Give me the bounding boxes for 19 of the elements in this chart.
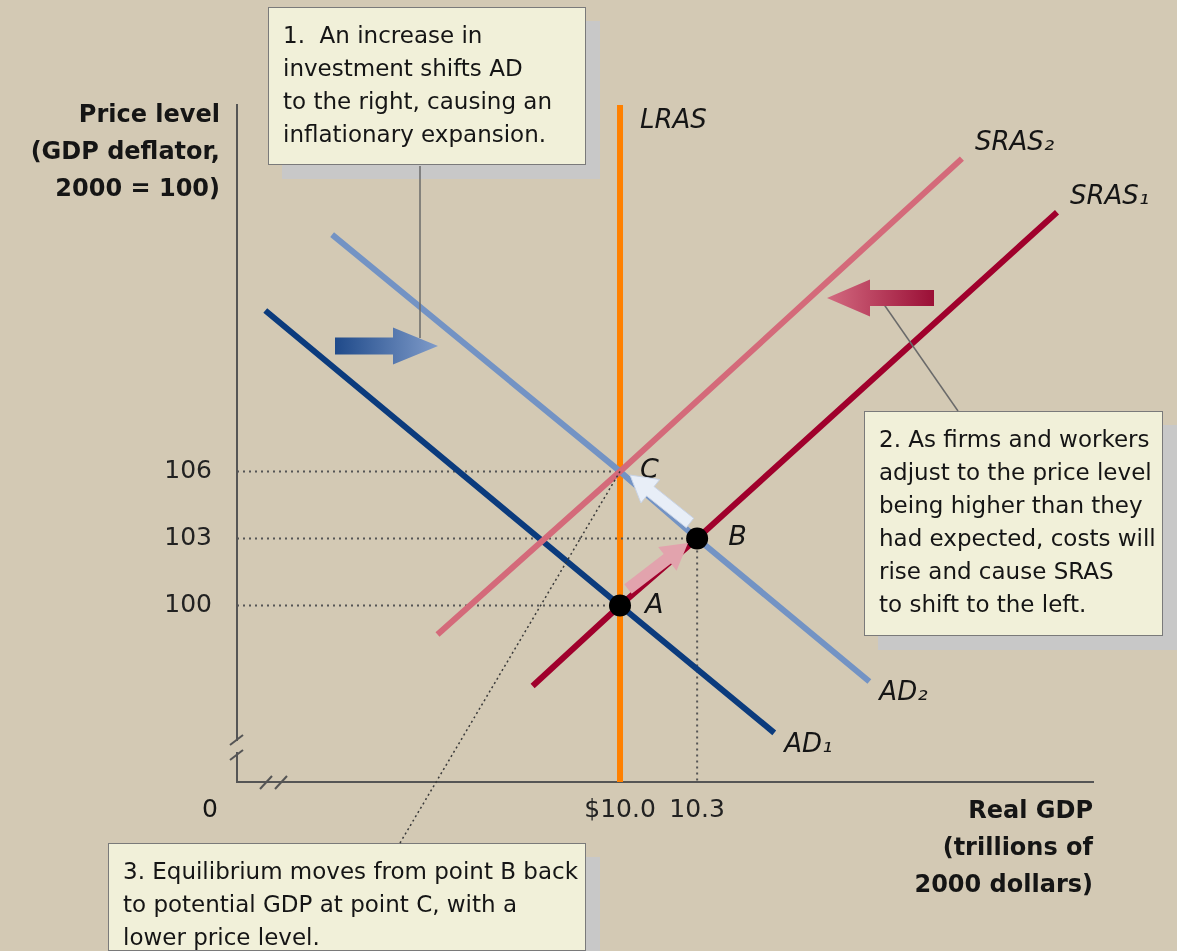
text: 0	[202, 793, 218, 823]
text: 3. Equilibrium moves from point B back to potential GDP at point C, with a lower price level.	[108, 843, 586, 951]
annotation: A	[643, 587, 664, 619]
x-axis-title: Real GDP (trillions of 2000 dollars)	[914, 795, 1093, 900]
series-label: SRAS₂	[974, 126, 1055, 157]
y-axis-title: Price level (GDP deflator, 2000 = 100)	[30, 99, 220, 204]
annotation: 1. An increase in investment shifts AD to the right, causing an inflationary expansion.	[268, 7, 586, 165]
series-label: AD₂	[877, 676, 928, 707]
y-tick-label: 106	[164, 454, 212, 484]
series-label: AD₁	[782, 727, 833, 758]
series-label: SRAS₁	[1070, 180, 1150, 210]
y-tick-label: 100	[164, 588, 212, 618]
ref-line-label: LRAS	[640, 103, 707, 134]
y-tick-label: 103	[164, 521, 212, 551]
annotation: 2. As firms and workers adjust to the price level being higher than they had expected, costs will rise and cause SRAS to shift to the left.	[864, 411, 1163, 636]
x-tick-label: $10.0	[584, 793, 656, 823]
x-tick-label: 10.3	[669, 793, 725, 823]
annotation: B	[728, 520, 747, 552]
annotation: C	[640, 453, 660, 485]
